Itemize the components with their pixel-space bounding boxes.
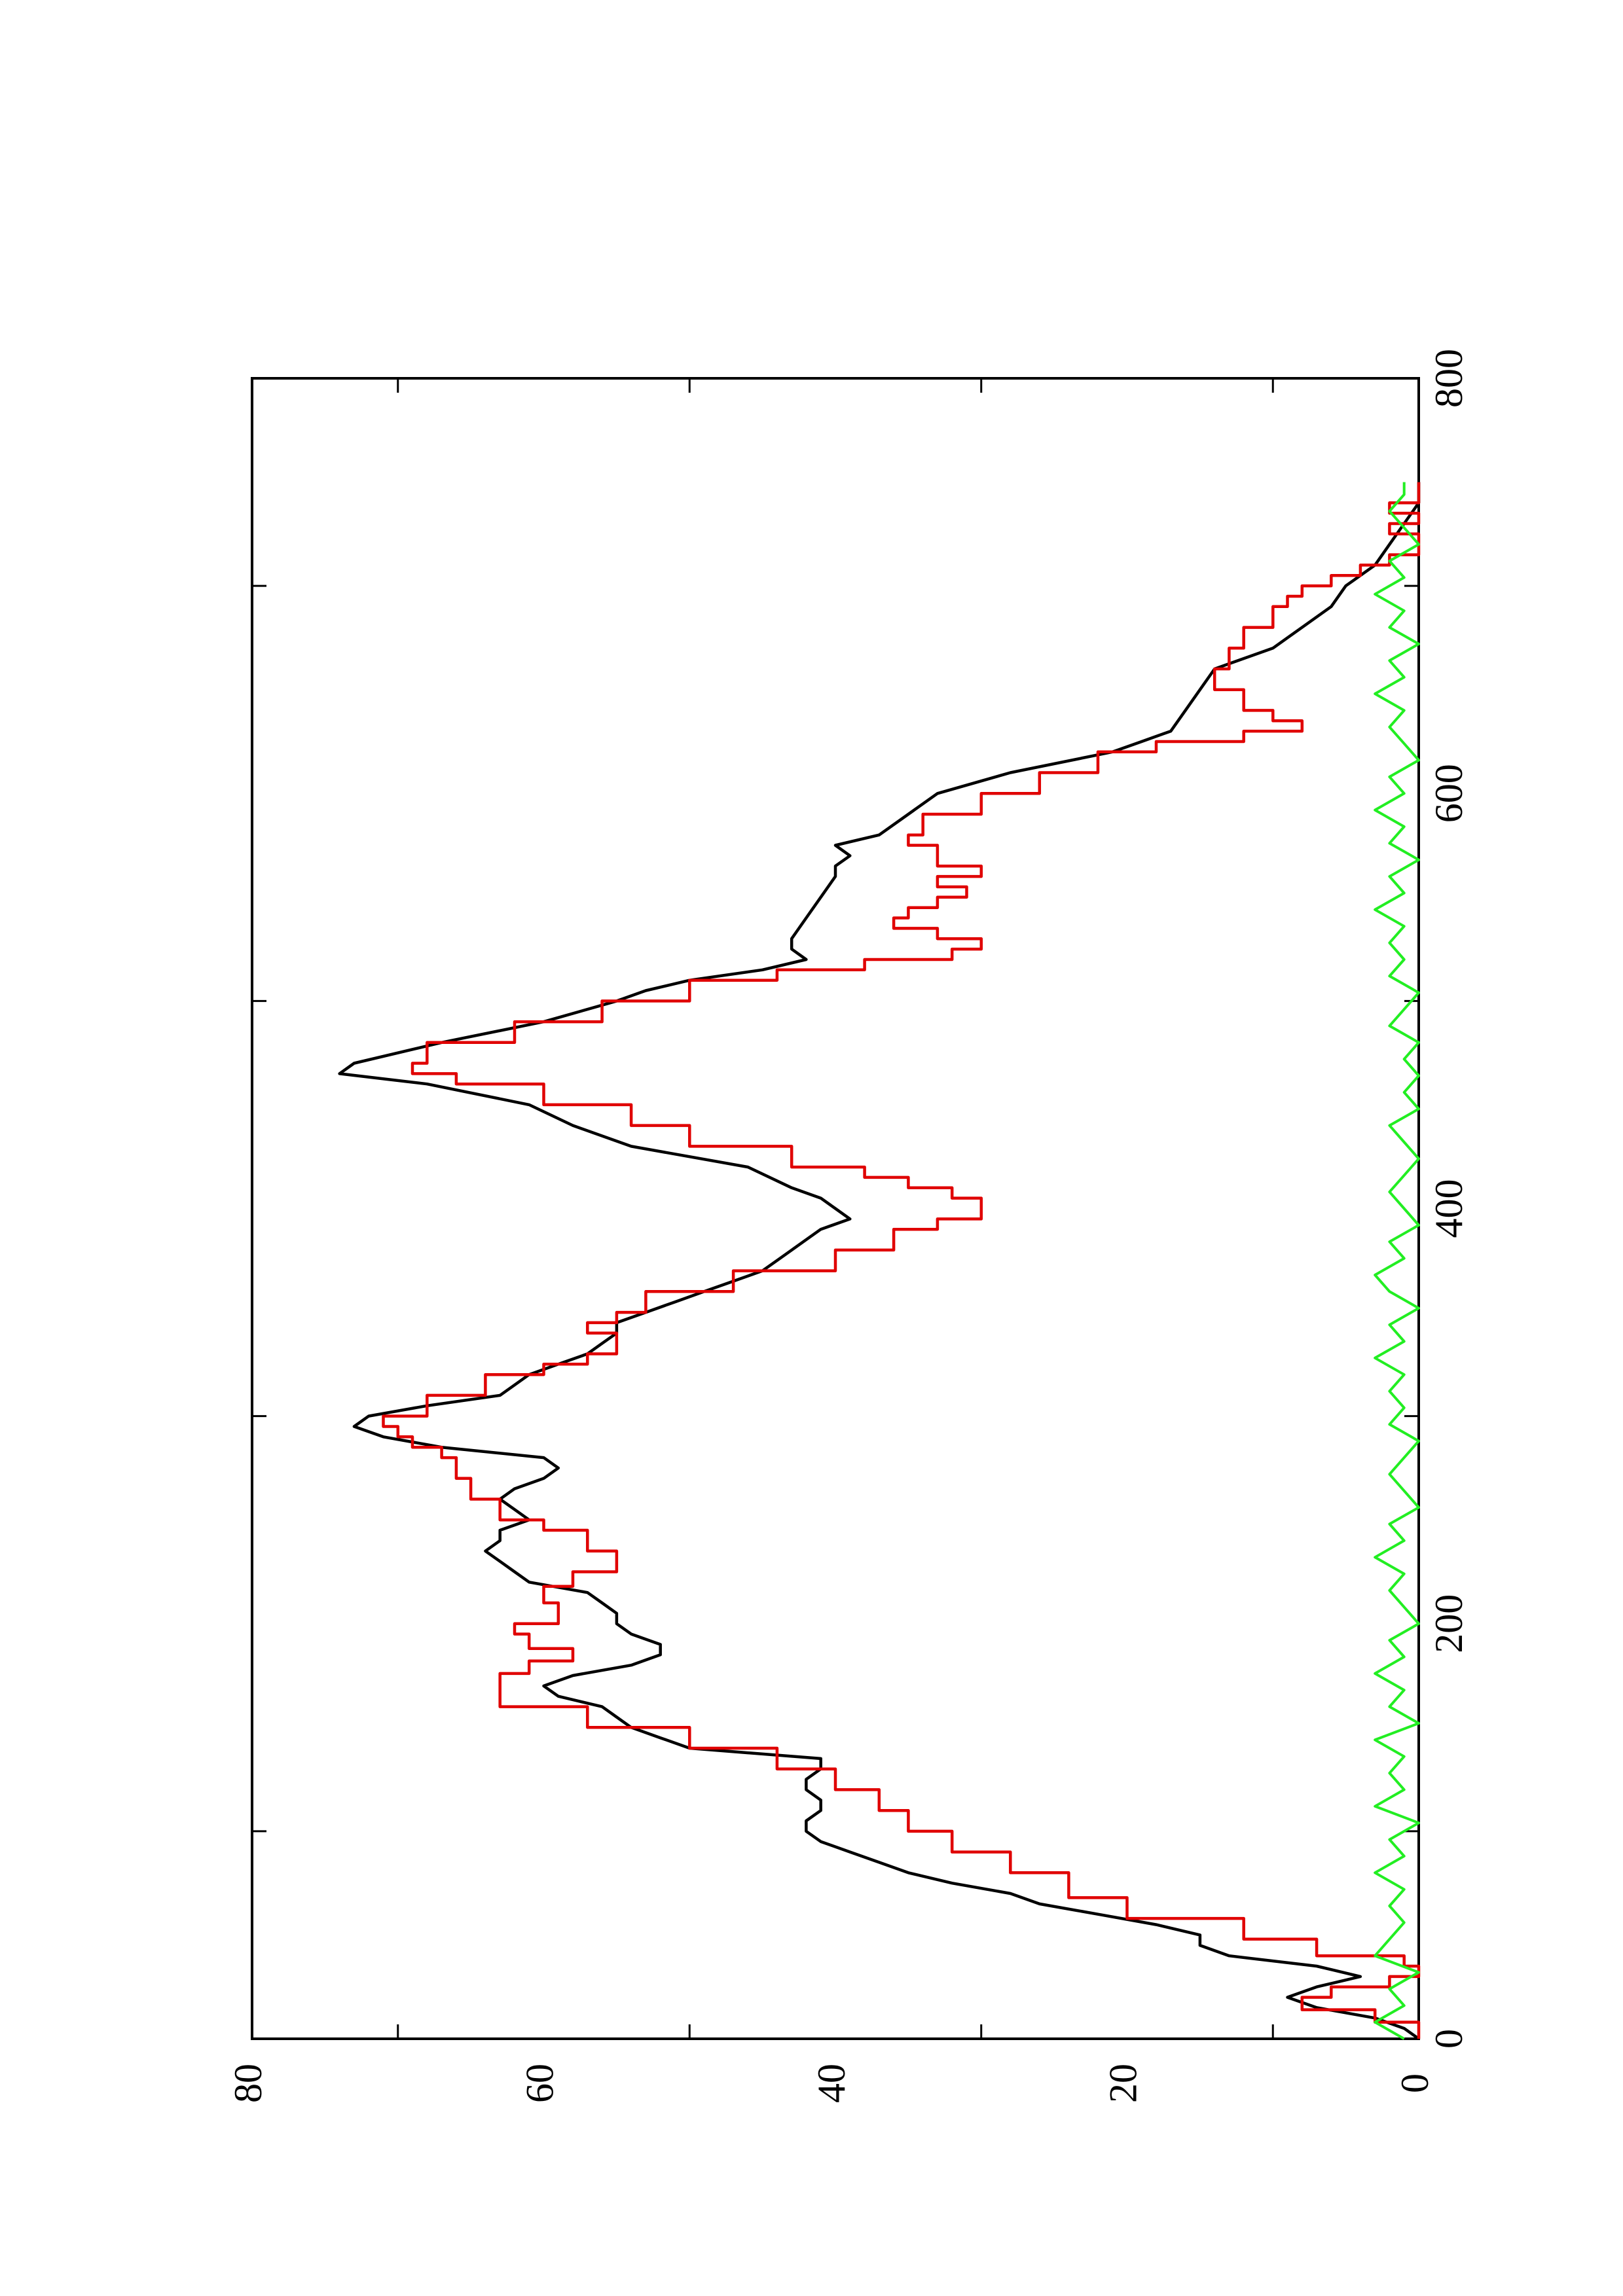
y-tick-label-20: 20 [1101,2064,1144,2103]
x-tick-label-600: 600 [1427,764,1470,823]
y-tick-label-0: 0 [1393,2073,1436,2093]
series-layer [338,482,1421,2040]
series-line-1 [382,482,1421,2039]
y-tick-label-60: 60 [518,2064,561,2103]
series-line-2 [1374,482,1420,2040]
x-tick-label-200: 200 [1427,1594,1470,1653]
minor-ticks [252,378,1419,2039]
y-tick-label-80: 80 [227,2064,270,2103]
x-tick-label-800: 800 [1427,349,1470,408]
plot-frame [251,377,1420,2040]
y-tick-label-40: 40 [810,2064,853,2103]
x-tick-label-0: 0 [1427,2029,1470,2049]
y-tick-labels: 0 20 40 60 80 [227,2064,1436,2103]
x-tick-labels: 0 200 400 600 800 [1427,349,1470,2049]
series-line-0 [338,482,1421,2040]
x-tick-label-400: 400 [1427,1179,1470,1238]
